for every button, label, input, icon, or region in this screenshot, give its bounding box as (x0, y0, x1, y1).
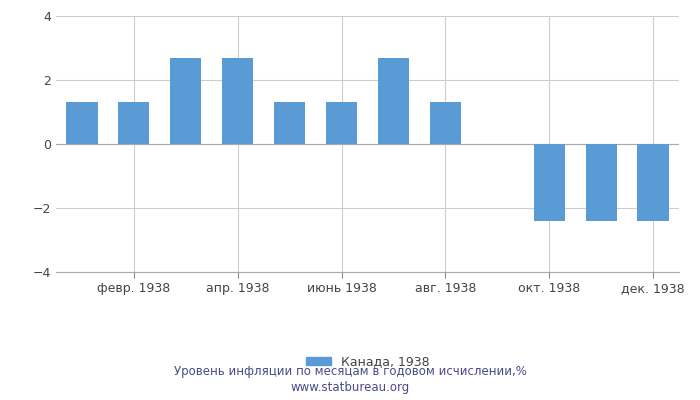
Bar (66, 102, 97, 144)
Bar (222, 58, 253, 144)
Bar (170, 58, 202, 144)
Bar (118, 102, 150, 144)
Text: Уровень инфляции по месяцам в годовом исчислении,%: Уровень инфляции по месяцам в годовом ис… (174, 366, 526, 378)
Legend: Канада, 1938: Канада, 1938 (301, 350, 434, 373)
Bar (378, 58, 409, 144)
Bar (638, 144, 668, 221)
Bar (274, 102, 305, 144)
Bar (326, 102, 357, 144)
Bar (533, 144, 565, 221)
Text: www.statbureau.org: www.statbureau.org (290, 382, 410, 394)
Bar (585, 144, 617, 221)
Bar (430, 102, 461, 144)
